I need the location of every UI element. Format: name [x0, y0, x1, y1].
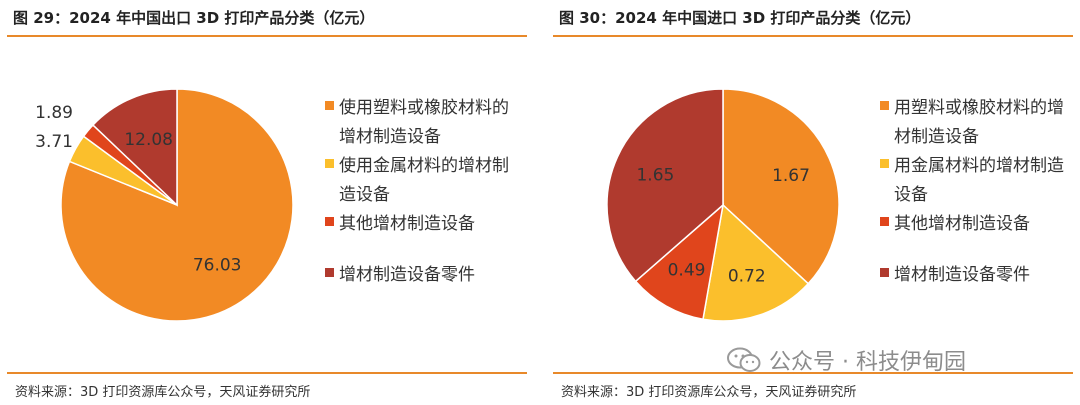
- slice-value-label: 1.89: [35, 103, 73, 123]
- export-legend: 使用塑料或橡胶材料的增材制造设备 使用金属材料的增材制造设备其他增材制造设备 增材制…: [325, 94, 525, 290]
- chart-title: 图 30：2024 年中国进口 3D 打印产品分类（亿元）: [559, 9, 921, 27]
- legend-item: 增材制造设备零件: [880, 261, 1075, 290]
- slice-value-label: 76.03: [193, 256, 242, 276]
- legend-swatch: [880, 217, 889, 226]
- title-divider: [553, 35, 1073, 37]
- source-note: 资料来源：3D 打印资源库公众号，天风证券研究所: [561, 385, 857, 400]
- legend-label: 其他增材制造设备: [339, 214, 475, 234]
- legend-item: 其他增材制造设备: [325, 210, 525, 239]
- pie-slice: [606, 88, 724, 283]
- slice-value-label: 3.71: [35, 132, 73, 152]
- slice-value-label: 1.67: [772, 166, 810, 186]
- legend-swatch: [325, 101, 334, 110]
- slice-value-label: 1.65: [636, 165, 674, 185]
- title-divider: [7, 35, 527, 37]
- legend-swatch: [325, 268, 334, 277]
- chart-title: 图 29：2024 年中国出口 3D 打印产品分类（亿元）: [13, 9, 375, 27]
- pie-slice: [60, 88, 294, 322]
- legend-item: 其他增材制造设备: [880, 210, 1075, 239]
- legend-label: 用塑料或橡胶材料的增材制造设备: [894, 98, 1064, 147]
- legend-item: 用金属材料的增材制造设备: [880, 152, 1075, 210]
- legend-label: 使用塑料或橡胶材料的增材制造设备: [339, 98, 509, 147]
- source-divider: [553, 372, 1073, 374]
- watermark: 公众号 · 科技伊甸园: [727, 344, 966, 376]
- import-legend: 用塑料或橡胶材料的增材制造设备 用金属材料的增材制造设备其他增材制造设备 增材制造设…: [880, 94, 1075, 290]
- legend-swatch: [325, 159, 334, 168]
- source-divider: [7, 372, 527, 374]
- import-pie-chart: 1.67 0.72 0.49 1.65: [606, 88, 840, 322]
- slice-value-label: 0.72: [728, 266, 766, 286]
- legend-item: 增材制造设备零件: [325, 261, 525, 290]
- slice-value-label: 12.08: [124, 130, 173, 150]
- pie-slice: [702, 203, 810, 322]
- watermark-text: 公众号 · 科技伊甸园: [769, 350, 966, 375]
- source-note: 资料来源：3D 打印资源库公众号，天风证券研究所: [15, 385, 311, 400]
- legend-label: 使用金属材料的增材制造设备: [339, 156, 509, 205]
- export-chart-panel: 图 29：2024 年中国出口 3D 打印产品分类（亿元） 76.03 3.71 1…: [7, 0, 535, 405]
- legend-label: 用金属材料的增材制造设备: [894, 156, 1064, 205]
- slice-value-label: 0.49: [668, 261, 706, 281]
- legend-swatch: [880, 159, 889, 168]
- legend-label: 增材制造设备零件: [894, 265, 1030, 285]
- legend-swatch: [325, 217, 334, 226]
- pie-slice: [91, 88, 178, 207]
- legend-item: 使用塑料或橡胶材料的增材制造设备: [325, 94, 525, 152]
- legend-item: 用塑料或橡胶材料的增材制造设备: [880, 94, 1075, 152]
- import-chart-panel: 图 30：2024 年中国进口 3D 打印产品分类（亿元） 1.67 0.72 0.…: [553, 0, 1080, 405]
- export-pie-chart: 76.03 3.71 1.89 12.08: [35, 88, 294, 322]
- pie-slice: [722, 88, 840, 285]
- legend-item: 使用金属材料的增材制造设备: [325, 152, 525, 210]
- pie-slice: [634, 203, 725, 321]
- legend-label: 其他增材制造设备: [894, 214, 1030, 234]
- legend-swatch: [880, 268, 889, 277]
- wechat-icon: [727, 347, 761, 372]
- legend-swatch: [880, 101, 889, 110]
- legend-label: 增材制造设备零件: [339, 265, 475, 285]
